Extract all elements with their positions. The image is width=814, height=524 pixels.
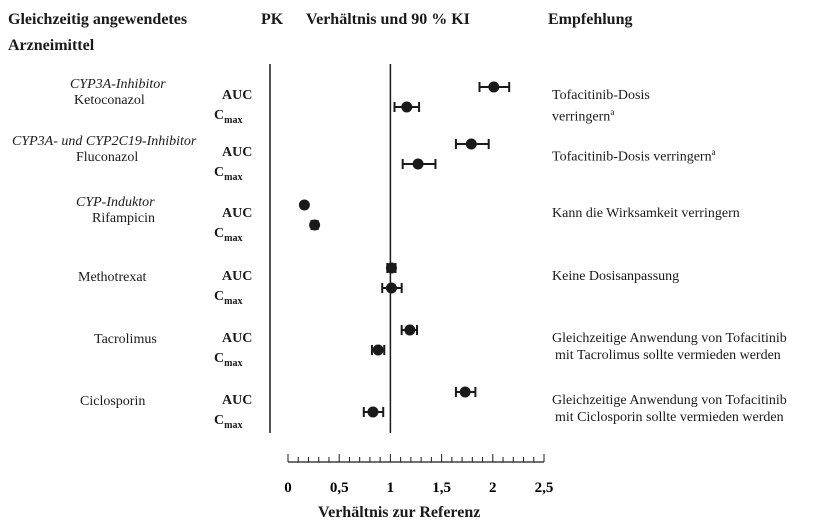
data-point xyxy=(385,282,397,294)
data-point xyxy=(465,138,477,150)
x-tick-label: 0,5 xyxy=(330,480,349,496)
recommendation-text: Gleichzeitige Anwendung von Tofacitinib m… xyxy=(552,331,787,363)
header-drug-line1: Gleichzeitig angewendetes xyxy=(8,11,188,28)
x-tick-label: 2,5 xyxy=(535,480,554,496)
drug-name: Ketoconazol xyxy=(74,93,145,108)
recommendation-text: Gleichzeitige Anwendung von Tofacitinib m… xyxy=(552,393,787,425)
drug-name: Fluconazol xyxy=(76,150,139,165)
data-point xyxy=(459,386,471,398)
header-pk: PK xyxy=(261,11,284,28)
data-point xyxy=(385,262,397,274)
pk-label-auc: AUC xyxy=(222,393,253,408)
drug-name: Tacrolimus xyxy=(94,332,157,347)
drug-name: Rifampicin xyxy=(92,211,155,226)
drug-category: CYP-Induktor xyxy=(76,195,155,210)
recommendation-text: Kann die Wirksamkeit verringern xyxy=(552,206,740,221)
header-recommendation: Empfehlung xyxy=(548,11,633,28)
drug-name: Ciclosporin xyxy=(80,394,146,409)
header-ratio: Verhältnis und 90 % KI xyxy=(306,11,470,28)
header-drug: Gleichzeitig angewendetes xyxy=(8,10,187,30)
pk-label-cmax: Cmax xyxy=(214,289,243,307)
data-point xyxy=(488,81,500,93)
data-point xyxy=(412,158,424,170)
data-point xyxy=(298,199,310,211)
pk-label-cmax: Cmax xyxy=(214,226,243,244)
x-tick-label: 2 xyxy=(489,480,497,496)
pk-label-cmax: Cmax xyxy=(214,108,243,126)
data-point xyxy=(367,406,379,418)
pk-label-auc: AUC xyxy=(222,331,253,346)
x-tick-label: 1,5 xyxy=(432,480,451,496)
recommendation-text: Tofacitinib-Dosis verringerna xyxy=(552,88,650,125)
drug-name: Methotrexat xyxy=(78,270,147,285)
pk-label-auc: AUC xyxy=(222,269,253,284)
x-tick-label: 0 xyxy=(284,480,292,496)
pk-label-auc: AUC xyxy=(222,206,253,221)
drug-category: CYP3A- und CYP2C19-Inhibitor xyxy=(12,134,197,149)
recommendation-text: Keine Dosisanpassung xyxy=(552,269,680,284)
pk-label-cmax: Cmax xyxy=(214,413,243,431)
recommendation-text: Tofacitinib-Dosis verringerna xyxy=(552,147,716,165)
header-drug-line2: Arzneimittel xyxy=(8,37,95,54)
pk-label-auc: AUC xyxy=(222,88,253,103)
pk-label-cmax: Cmax xyxy=(214,165,243,183)
header-drug-2: Arzneimittel xyxy=(8,36,94,56)
data-point xyxy=(372,344,384,356)
pk-label-cmax: Cmax xyxy=(214,351,243,369)
data-point xyxy=(404,324,416,336)
x-axis-label: Verhältnis zur Referenz xyxy=(318,504,481,521)
drug-category: CYP3A-Inhibitor xyxy=(70,77,166,92)
data-point xyxy=(401,101,413,113)
x-tick-label: 1 xyxy=(387,480,395,496)
pk-label-auc: AUC xyxy=(222,145,253,160)
data-point xyxy=(309,219,321,231)
